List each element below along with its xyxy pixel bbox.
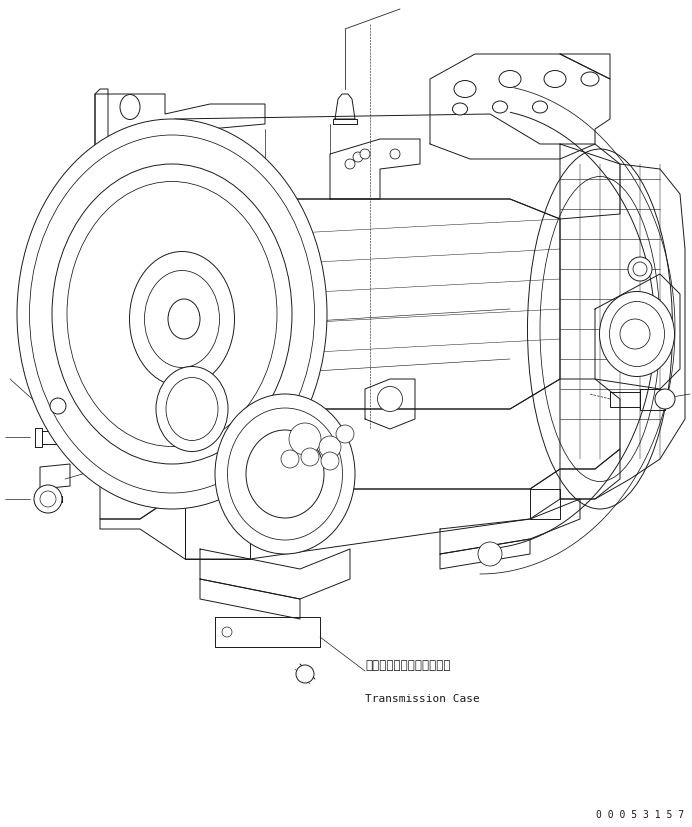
Polygon shape [100,380,620,519]
Ellipse shape [228,409,343,540]
Circle shape [40,491,56,508]
Circle shape [478,543,502,566]
Ellipse shape [17,120,327,509]
Ellipse shape [599,292,675,377]
Circle shape [620,319,650,350]
Circle shape [321,452,339,471]
Circle shape [353,153,363,163]
Polygon shape [115,200,185,360]
Ellipse shape [215,394,355,554]
Ellipse shape [52,165,292,465]
Circle shape [34,485,62,514]
Polygon shape [45,396,55,418]
Circle shape [222,627,232,638]
Circle shape [296,665,314,683]
Polygon shape [560,145,685,500]
Ellipse shape [453,104,468,116]
Circle shape [628,258,652,282]
Ellipse shape [145,271,219,368]
Polygon shape [185,429,250,559]
Polygon shape [335,95,355,120]
Polygon shape [200,579,300,619]
Circle shape [336,425,354,443]
Polygon shape [330,140,420,200]
Ellipse shape [581,73,599,87]
Ellipse shape [499,71,521,88]
Circle shape [633,263,647,277]
Polygon shape [95,90,108,150]
Ellipse shape [493,102,507,114]
Polygon shape [530,490,560,519]
Polygon shape [365,380,415,429]
Polygon shape [55,399,72,414]
Ellipse shape [166,378,218,441]
Polygon shape [34,496,62,502]
Ellipse shape [168,299,200,340]
Ellipse shape [378,387,403,412]
Circle shape [360,150,370,160]
Polygon shape [40,465,70,490]
Ellipse shape [129,252,235,387]
Polygon shape [200,549,350,600]
Ellipse shape [246,431,324,519]
Polygon shape [440,539,530,569]
Polygon shape [95,115,620,240]
Circle shape [289,423,321,456]
Polygon shape [430,55,610,160]
Ellipse shape [454,81,476,98]
Polygon shape [95,95,265,174]
Polygon shape [560,55,610,80]
Polygon shape [440,500,580,554]
Circle shape [390,150,400,160]
Polygon shape [100,449,620,559]
Circle shape [319,437,341,458]
Ellipse shape [120,95,140,121]
Ellipse shape [533,102,547,114]
Text: 0 0 0 5 3 1 5 7: 0 0 0 5 3 1 5 7 [596,809,684,819]
Polygon shape [333,120,357,125]
Polygon shape [595,275,680,390]
Ellipse shape [156,367,228,452]
Circle shape [281,451,299,468]
Ellipse shape [610,302,664,367]
Circle shape [301,448,319,466]
Polygon shape [42,432,60,444]
Circle shape [345,160,355,170]
Polygon shape [610,393,640,408]
Text: トランスミッションケース: トランスミッションケース [365,658,450,672]
Text: Transmission Case: Transmission Case [365,693,480,703]
Circle shape [655,390,675,409]
Ellipse shape [544,71,566,88]
Polygon shape [215,617,320,648]
Polygon shape [640,390,665,410]
Ellipse shape [67,182,277,447]
Polygon shape [35,428,42,447]
Circle shape [50,399,66,414]
Polygon shape [185,200,560,409]
Ellipse shape [30,136,314,494]
